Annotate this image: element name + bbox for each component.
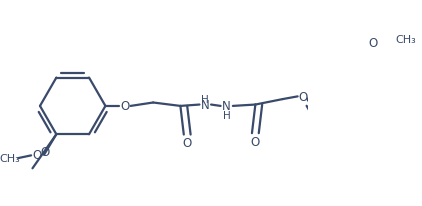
Text: O: O [368,37,377,50]
Text: H: H [223,111,230,121]
Text: O: O [32,149,42,162]
Text: CH₃: CH₃ [395,35,416,44]
Text: O: O [251,135,260,148]
Text: O: O [40,145,49,158]
Text: CH₃: CH₃ [0,153,20,163]
Text: O: O [120,100,129,113]
Text: O: O [183,137,192,150]
Text: H: H [201,95,209,105]
Text: N: N [222,100,231,113]
Text: O: O [298,90,308,103]
Text: N: N [200,98,209,111]
